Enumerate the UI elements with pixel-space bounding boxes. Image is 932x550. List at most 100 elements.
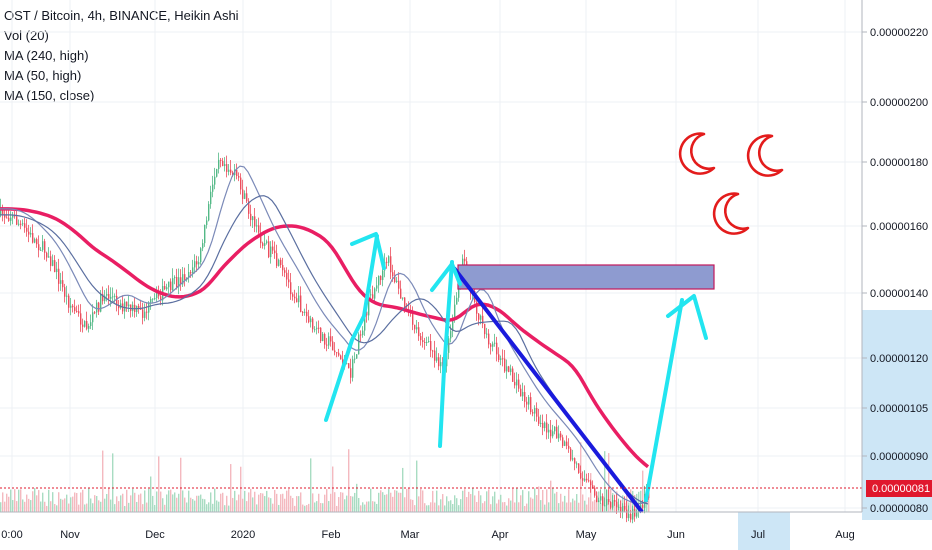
candle — [126, 301, 128, 307]
candle — [546, 422, 548, 433]
volume-bar — [264, 496, 266, 512]
candle — [610, 502, 612, 508]
candle — [268, 241, 270, 258]
candle — [244, 193, 246, 199]
candle — [64, 287, 66, 297]
candle — [550, 429, 552, 437]
volume-bar — [166, 494, 168, 512]
candle — [476, 302, 478, 314]
volume-bar — [526, 503, 528, 512]
volume-bar — [210, 492, 212, 512]
resistance-zone[interactable] — [457, 264, 715, 290]
candle — [500, 358, 502, 360]
volume-bar — [152, 495, 154, 512]
candle — [30, 233, 32, 235]
candle — [66, 295, 68, 297]
candle — [220, 159, 222, 161]
volume-bar — [188, 490, 190, 512]
volume-bar — [406, 488, 408, 512]
volume-bar — [608, 453, 610, 512]
candle — [404, 297, 406, 310]
volume-bar — [20, 489, 22, 512]
volume-bar — [558, 503, 560, 512]
candle — [146, 311, 148, 313]
candle — [370, 294, 372, 296]
candle — [12, 215, 14, 218]
volume-bar — [562, 501, 564, 512]
volume-bar — [614, 500, 616, 512]
candle — [434, 350, 436, 361]
candle — [216, 169, 218, 177]
candle — [314, 329, 316, 331]
volume-bar — [274, 489, 276, 512]
volume-bar — [352, 496, 354, 512]
ma-150-line — [0, 195, 649, 505]
trend-line[interactable] — [452, 266, 644, 514]
moving-averages — [0, 165, 650, 505]
candle — [596, 495, 598, 503]
candle — [612, 500, 614, 508]
volume-bar — [122, 493, 124, 512]
candle — [164, 286, 166, 290]
candle — [284, 270, 286, 273]
candle — [366, 311, 368, 316]
volume-bar — [440, 499, 442, 512]
candle — [524, 392, 526, 402]
candle — [464, 258, 466, 262]
arrow-head[interactable] — [350, 232, 386, 270]
volume-bar — [486, 491, 488, 512]
candle — [114, 295, 116, 297]
arrow-head[interactable] — [430, 262, 462, 292]
volume-bar — [136, 501, 138, 512]
volume-bar — [304, 505, 306, 512]
candle — [218, 159, 220, 170]
candle — [58, 268, 60, 284]
candle — [310, 318, 312, 323]
candle — [0, 207, 2, 215]
volume-bar — [252, 497, 254, 512]
candle — [282, 264, 284, 271]
candle — [264, 243, 266, 246]
volume-bar — [536, 495, 538, 512]
candle — [426, 342, 428, 344]
candle — [188, 272, 190, 278]
volume-bar — [260, 493, 262, 512]
volume-bar — [256, 504, 258, 512]
volume-bar — [390, 492, 392, 512]
candle — [566, 441, 568, 446]
candle — [594, 487, 596, 496]
volume-bar — [594, 499, 596, 512]
volume-bar — [232, 497, 234, 512]
arrow-head[interactable] — [666, 294, 708, 340]
volume-bar — [460, 499, 462, 512]
volume-bar — [106, 494, 108, 512]
candle — [616, 501, 618, 508]
candle — [48, 256, 50, 258]
volume-bar — [112, 453, 114, 512]
volume-bar — [448, 501, 450, 512]
candle — [112, 296, 114, 298]
candle — [160, 296, 162, 301]
arrow-shaft[interactable] — [438, 260, 454, 448]
candle — [614, 500, 616, 502]
volume-bar — [56, 505, 58, 512]
candle — [512, 368, 514, 382]
volume-bar — [270, 498, 272, 512]
volume-bar — [50, 501, 52, 512]
candle — [398, 280, 400, 289]
candles — [0, 152, 650, 524]
arrow-shaft[interactable] — [324, 234, 379, 422]
volume-bar — [518, 502, 520, 512]
candle — [176, 277, 178, 288]
candle — [102, 294, 104, 302]
volume-bar — [412, 499, 414, 512]
volume-bar — [376, 503, 378, 512]
candle — [156, 292, 158, 299]
volume-bar — [478, 490, 480, 512]
volume-bar — [236, 500, 238, 512]
arrow-shaft[interactable] — [644, 298, 684, 502]
candle — [392, 272, 394, 277]
candle — [22, 223, 24, 225]
candle — [558, 433, 560, 439]
